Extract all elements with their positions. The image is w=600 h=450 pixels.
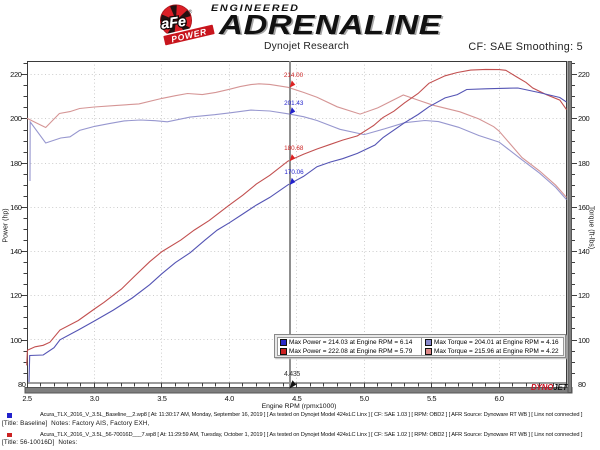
svg-text:®: ® (189, 9, 193, 16)
svg-text:aFe: aFe (160, 14, 187, 33)
svg-text:aFe: aFe (160, 14, 187, 33)
